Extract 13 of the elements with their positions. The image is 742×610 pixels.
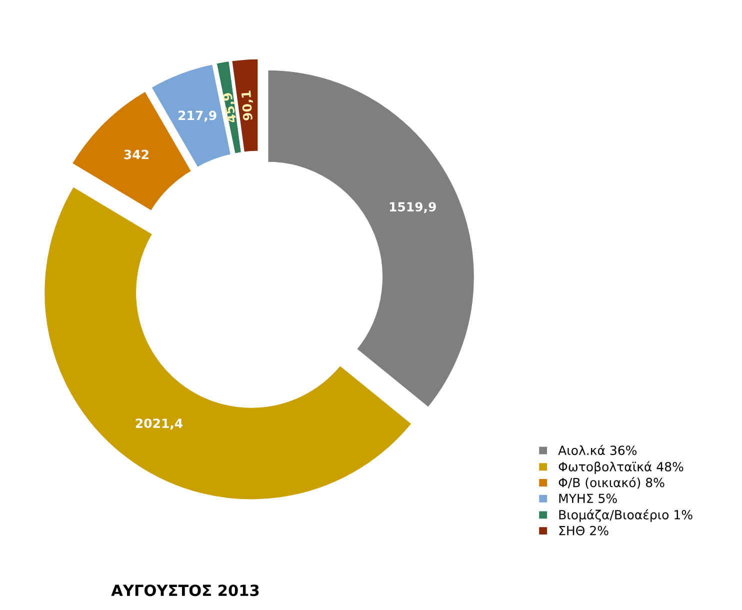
legend-label: ΣΗΘ 2% [559,526,608,536]
data-label: 342 [124,150,148,160]
data-label: 90,1 [241,90,254,121]
legend-label: Φ/Β (οικιακό) 8% [558,477,664,489]
legend-label: Αιολ.κά 36% [558,444,637,456]
data-label: 1519,9 [390,202,436,214]
data-label: 45,9 [222,92,238,124]
text: ΑΥΓΟΥΣΤΟΣ 2013 [111,584,259,596]
legend-label: Φωτοβολταϊκά 48% [558,461,684,474]
legend-label: ΜΥΗΣ 5% [559,494,617,504]
legend-label: Βιομάζα/Βιοαέριο 1% [559,509,692,522]
data-label: 217,9 [178,110,216,122]
data-label: 2021,4 [136,418,183,430]
